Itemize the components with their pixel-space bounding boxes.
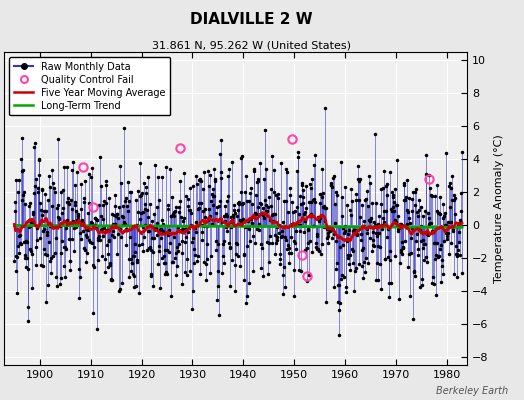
- Text: 31.861 N, 95.262 W (United States): 31.861 N, 95.262 W (United States): [152, 40, 351, 50]
- Legend: Raw Monthly Data, Quality Control Fail, Five Year Moving Average, Long-Term Tren: Raw Monthly Data, Quality Control Fail, …: [9, 57, 170, 116]
- Y-axis label: Temperature Anomaly (°C): Temperature Anomaly (°C): [494, 134, 504, 283]
- Text: Berkeley Earth: Berkeley Earth: [436, 386, 508, 396]
- Text: DIALVILLE 2 W: DIALVILLE 2 W: [190, 12, 313, 27]
